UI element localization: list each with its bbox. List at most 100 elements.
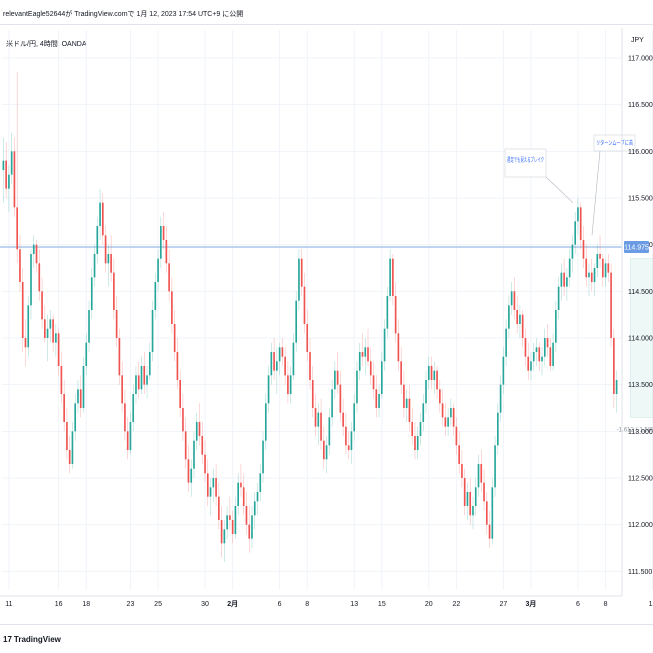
candle [347,431,350,460]
candle [320,398,322,450]
candle-body [530,361,532,371]
candle [579,202,582,250]
candle-body [322,440,325,460]
candle-body [499,384,502,413]
candle-body [190,468,193,483]
candle [24,319,27,366]
candle [256,482,259,516]
candle [383,319,386,371]
candle-body [231,520,234,534]
candle [226,506,228,539]
candle-body [532,352,535,362]
candle-body [546,338,549,348]
time-axis[interactable]: 1116182325302月6813152022273月681315 [0,595,653,608]
candle-body [229,515,231,520]
candle [41,277,43,329]
candle [532,342,535,371]
candle [77,380,79,413]
candle-body [234,506,237,534]
candle-body [240,482,242,488]
candle [588,263,590,296]
candle [160,216,162,268]
candle-body [90,277,93,310]
x-tick-label: 25 [154,601,162,608]
candle-body [30,254,32,306]
candle [35,240,38,273]
x-tick-label: 15 [378,601,386,608]
candle [104,226,107,273]
x-tick-label: 23 [127,601,135,608]
candle-body [298,258,300,301]
candle-body [82,366,85,408]
candle-body [226,515,228,530]
candle [403,370,405,418]
candle [171,277,173,334]
candle-body [99,202,101,226]
candle-body [162,226,165,240]
candle-body [176,352,179,380]
candle [298,249,300,310]
candle [88,300,90,352]
candles [2,72,618,562]
candle-body [267,375,270,404]
candle-body [148,352,151,376]
candle-body [541,356,543,362]
candle [552,333,554,371]
y-tick-label: 113.500 [628,382,653,389]
candle [369,347,372,385]
tradingview-logo[interactable]: 17 TradingView [3,635,61,644]
candle [519,305,521,338]
x-tick-label: 8 [604,601,608,608]
candle [237,473,240,516]
candle-body [204,454,206,474]
candle [113,258,115,320]
candle [229,496,231,530]
candle [234,496,237,539]
candle-body [24,338,27,348]
candle [477,454,480,497]
candle [289,366,292,404]
candle [55,324,57,357]
candle [372,361,375,399]
candle [176,338,179,390]
annotations: 週足でも見えるブレイク リターンムーブに苦 [504,134,636,236]
candle [306,310,309,362]
candle [541,347,543,376]
candle-body [411,422,414,436]
candle [590,258,593,292]
candle-body [77,389,79,404]
candle [74,394,77,441]
candle-body [278,347,281,362]
candle-body [389,258,391,296]
candle [8,165,10,212]
candle-body [422,403,425,422]
annotation-box [504,148,547,178]
candle-body [289,375,292,394]
candle [300,249,303,296]
candle [497,403,499,455]
candle-body [414,436,416,450]
candle [353,394,356,441]
candle [57,328,60,376]
candle-body [505,328,507,357]
candle-body [320,412,322,441]
candle [430,356,433,390]
candle [546,324,549,357]
candle [422,394,425,432]
candle [173,310,176,362]
candle [5,142,7,198]
candle-body [132,394,135,422]
candle [494,436,496,497]
candle-body [378,394,380,408]
candle [367,328,369,366]
candle-body [209,487,212,497]
candle [140,356,143,394]
price-axis[interactable]: 111.500 112.000 112.500 113.000 113.500 114.0… [621,28,653,596]
candle-body [386,296,389,329]
candle [303,272,306,334]
candle [245,492,248,534]
candle-body [292,342,295,376]
candle-body [419,422,422,436]
candle-body [146,375,148,385]
